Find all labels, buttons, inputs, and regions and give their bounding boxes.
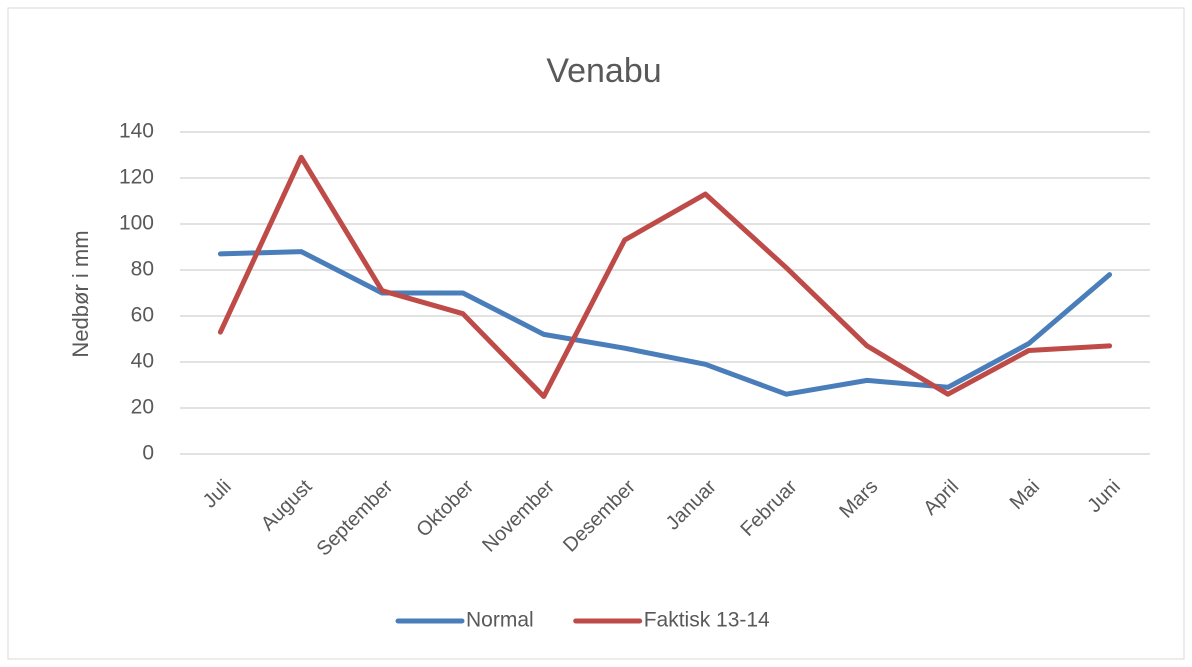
series-line bbox=[217, 249, 1113, 397]
y-tick-label: 120 bbox=[119, 166, 154, 189]
series-line bbox=[217, 154, 1113, 399]
y-tick-label: 40 bbox=[131, 350, 154, 373]
chart-frame bbox=[7, 7, 1185, 660]
y-tick-label: 60 bbox=[131, 304, 154, 327]
y-tick-label: 80 bbox=[131, 258, 154, 281]
chart-title: Venabu bbox=[546, 52, 661, 90]
y-tick-label: 0 bbox=[142, 442, 154, 465]
y-axis-label: Nedbør i mm bbox=[68, 230, 93, 357]
y-tick-label: 140 bbox=[119, 120, 154, 143]
y-tick-label: 20 bbox=[131, 396, 154, 419]
y-tick-label: 100 bbox=[119, 212, 154, 235]
legend-label: Normal bbox=[466, 609, 534, 632]
legend-label: Faktisk 13-14 bbox=[644, 609, 770, 632]
